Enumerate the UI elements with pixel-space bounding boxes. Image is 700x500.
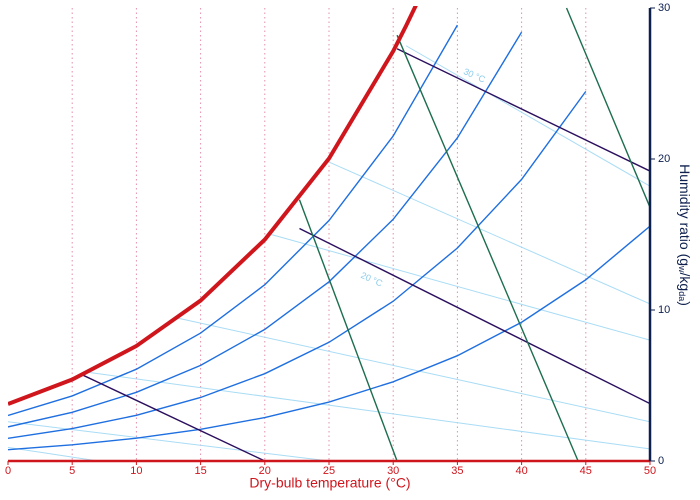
series-line	[8, 421, 330, 462]
annotation: 20 °C	[359, 270, 384, 289]
series-line	[298, 199, 398, 462]
y-label-part: )	[677, 301, 693, 306]
y-tick-label: 30	[658, 2, 670, 14]
y-tick-label: 10	[658, 304, 670, 316]
series-line	[8, 225, 650, 451]
x-tick-label: 5	[69, 465, 75, 477]
y-label-part: /kg	[677, 273, 693, 292]
x-tick-label: 0	[5, 465, 11, 477]
series-line	[396, 48, 650, 172]
series-line	[8, 6, 418, 406]
x-tick-label: 30	[387, 465, 399, 477]
series-line	[8, 90, 587, 439]
x-tick-label: 50	[644, 465, 656, 477]
x-tick-label: 15	[194, 465, 206, 477]
series-line	[565, 7, 650, 208]
series-line	[174, 317, 650, 423]
x-tick-label: 10	[130, 465, 142, 477]
series-line	[328, 161, 650, 305]
x-tick-label: 40	[515, 465, 527, 477]
x-tick-label: 25	[323, 465, 335, 477]
x-tick-label: 35	[451, 465, 463, 477]
y-label-sub: w	[677, 265, 687, 273]
series-line	[8, 446, 98, 462]
plot-lines: 20 °C30 °C	[8, 6, 650, 462]
grid	[71, 8, 587, 461]
y-tick-label: 0	[658, 455, 664, 467]
series-line	[396, 34, 579, 462]
y-axis-label: Humidity ratio (gw/kgda)	[677, 164, 694, 306]
series-line	[271, 234, 650, 341]
x-tick-label: 45	[580, 465, 592, 477]
series-line	[8, 24, 459, 417]
series-line	[84, 371, 650, 450]
y-label-sub: da	[677, 291, 687, 301]
x-tick-label: 20	[259, 465, 271, 477]
x-axis-label: Dry-bulb temperature (°C)	[249, 475, 410, 491]
series-line	[299, 227, 650, 405]
series-line	[405, 45, 650, 187]
series-line	[82, 374, 266, 462]
y-tick-label: 20	[658, 153, 670, 165]
series-line	[8, 31, 523, 428]
y-label-part: Humidity ratio (g	[677, 164, 693, 266]
